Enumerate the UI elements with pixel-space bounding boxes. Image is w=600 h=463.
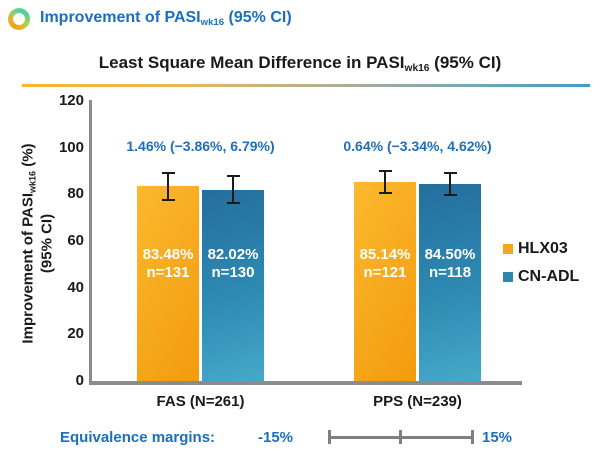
bar-value-label: 82.02% n=130 bbox=[207, 246, 259, 281]
chart-title-suffix: (95% CI) bbox=[429, 53, 502, 72]
error-bar-bottom-cap bbox=[443, 193, 457, 196]
page-title-suffix: (95% CI) bbox=[224, 9, 292, 26]
cnadl-swatch-icon bbox=[503, 272, 513, 282]
y-tick-label: 100 bbox=[58, 138, 84, 156]
legend: HLX03 CN-ADL bbox=[503, 240, 579, 296]
error-bar-bottom-cap bbox=[226, 202, 240, 205]
bar-cn-adl bbox=[419, 183, 481, 381]
ring-hole bbox=[13, 13, 25, 25]
page-title-subscript: wk16 bbox=[200, 16, 225, 28]
bar-cn-adl bbox=[202, 189, 264, 381]
y-axis-label-text: Improvement of PASI bbox=[19, 192, 37, 344]
margin-bracket bbox=[328, 430, 474, 444]
upper-margin-value: 15% bbox=[482, 429, 513, 446]
y-tick-label: 40 bbox=[67, 278, 84, 296]
bar-value-label: 83.48% n=131 bbox=[142, 246, 194, 281]
chart-title: Least Square Mean Difference in PASIwk16… bbox=[0, 53, 600, 74]
bar-hlx03 bbox=[354, 182, 416, 381]
y-axis-line bbox=[89, 100, 92, 385]
x-category-label: PPS (N=239) bbox=[373, 393, 462, 410]
chart-title-subscript: wk16 bbox=[404, 62, 430, 74]
difference-annotation: 0.64% (−3.34%, 4.62%) bbox=[343, 138, 492, 154]
margin-bracket-left-cap bbox=[328, 430, 331, 444]
error-bar-top-cap bbox=[443, 171, 457, 174]
bar-value-label: 85.14% n=121 bbox=[359, 246, 411, 281]
bar-hlx03 bbox=[137, 186, 199, 381]
error-bar-bottom-cap bbox=[378, 192, 392, 195]
gradient-divider bbox=[22, 84, 590, 87]
margin-bracket-right-cap bbox=[471, 430, 474, 444]
error-bar-stem bbox=[232, 176, 234, 204]
equivalence-label: Equivalence margins: bbox=[60, 429, 216, 446]
error-bar-top-cap bbox=[226, 175, 240, 178]
legend-label-hlx03: HLX03 bbox=[518, 240, 568, 257]
x-category-label: FAS (N=261) bbox=[156, 393, 245, 410]
ring-gradient-icon bbox=[8, 8, 30, 30]
error-bar-top-cap bbox=[161, 171, 175, 174]
y-tick-label: 80 bbox=[67, 185, 84, 203]
y-axis-label-subscript: wk16 bbox=[27, 170, 38, 193]
legend-label-cnadl: CN-ADL bbox=[518, 268, 580, 285]
chart-title-text: Least Square Mean Difference in PASI bbox=[98, 53, 405, 72]
error-bar-stem bbox=[384, 171, 386, 194]
error-bar-bottom-cap bbox=[161, 198, 175, 201]
margin-bracket-center-tick bbox=[399, 430, 402, 444]
y-tick-label: 120 bbox=[58, 92, 84, 109]
y-tick-label: 60 bbox=[67, 232, 84, 249]
page-title-text: Improvement of PASI bbox=[40, 9, 201, 26]
error-bar-stem bbox=[167, 172, 169, 200]
bar-value-label: 84.50% n=118 bbox=[424, 246, 476, 281]
y-tick-label: 20 bbox=[67, 325, 84, 343]
error-bar-stem bbox=[449, 172, 451, 195]
y-axis-label-unit: (%) bbox=[19, 143, 37, 171]
x-axis-line bbox=[89, 381, 522, 385]
legend-item-cnadl: CN-ADL bbox=[503, 268, 579, 286]
difference-annotation: 1.46% (−3.86%, 6.79%) bbox=[126, 138, 275, 154]
page-title: Improvement of PASIwk16 (95% CI) bbox=[40, 9, 292, 28]
hlx03-swatch-icon bbox=[503, 244, 513, 254]
error-bar-top-cap bbox=[378, 170, 392, 173]
y-tick-label: 0 bbox=[75, 372, 84, 389]
legend-item-hlx03: HLX03 bbox=[503, 240, 579, 258]
lower-margin-value: -15% bbox=[258, 429, 294, 446]
